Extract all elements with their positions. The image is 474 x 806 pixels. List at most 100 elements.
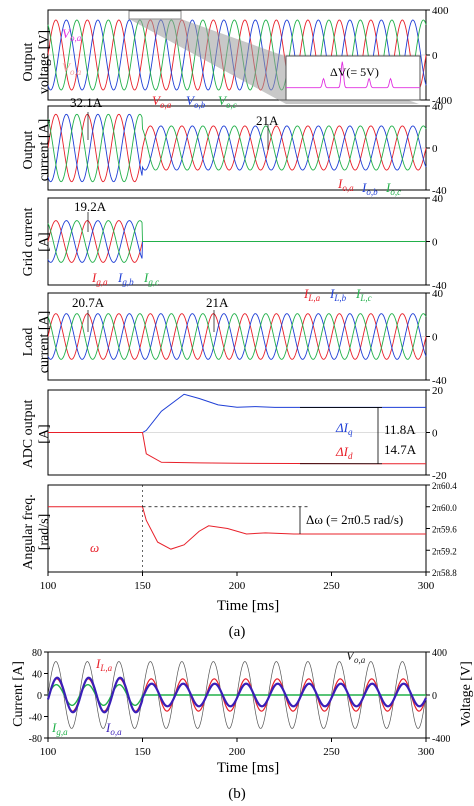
ytick-label-adc_output-0: 20 bbox=[432, 385, 444, 397]
xtick-label-a-4: 300 bbox=[418, 580, 435, 592]
ytick-label-load_current-0: 40 bbox=[432, 288, 444, 300]
annot-id-value: 14.7A bbox=[384, 442, 417, 457]
xtick-label-b-2: 200 bbox=[229, 746, 246, 758]
series-output_current-2 bbox=[47, 113, 427, 183]
label-delta-id: ΔId bbox=[335, 444, 353, 461]
ytick-label-b-left-1: 40 bbox=[32, 670, 42, 681]
ytick-label-output_current-1: 0 bbox=[432, 143, 438, 155]
ylabel-b-left: Current [A] bbox=[11, 661, 26, 727]
xtick-label-a-0: 100 bbox=[40, 580, 57, 592]
ytick-label-output_current-2: -40 bbox=[432, 185, 447, 197]
label-il-a: IL,a bbox=[303, 286, 321, 303]
series-grid_current-2 bbox=[47, 220, 426, 263]
ylabel-b-right: Voltage [V] bbox=[459, 661, 474, 726]
label-b-vo-a: Vo,a bbox=[346, 648, 366, 665]
label-il-b: IL,b bbox=[329, 286, 347, 303]
ytick-label-adc_output-2: -20 bbox=[432, 470, 447, 482]
series-load_current-0 bbox=[47, 313, 427, 360]
series-b-3 bbox=[46, 676, 427, 714]
ytick-label-b-right-2: -400 bbox=[432, 734, 450, 745]
ytick-label-load_current-1: 0 bbox=[432, 332, 438, 344]
xtick-label-b-4: 300 bbox=[418, 746, 435, 758]
label-vo-a-top: Vo,a bbox=[62, 26, 82, 43]
xtick-label-a-2: 200 bbox=[229, 580, 246, 592]
xtick-label-a-3: 250 bbox=[323, 580, 340, 592]
label-b-io-a: Io,a bbox=[105, 720, 122, 737]
ytick-label-b-left-4: -80 bbox=[29, 734, 42, 745]
label-b-ig-a: Ig,a bbox=[51, 720, 68, 737]
sublabel-b: (b) bbox=[228, 786, 246, 802]
series-labels-output-current: Io,a Io,b Io,c bbox=[337, 176, 401, 197]
xtick-label-b-0: 100 bbox=[40, 746, 57, 758]
label-omega: ω bbox=[90, 540, 99, 555]
zoom-trace bbox=[286, 61, 420, 89]
ytick-label-angular_freq-1: 2π60.0 bbox=[432, 503, 457, 513]
ytick-label-adc_output-1: 0 bbox=[432, 428, 438, 440]
xtick-label-b-3: 250 bbox=[323, 746, 340, 758]
series-adc_output-0 bbox=[48, 393, 426, 433]
series-adc_output-1 bbox=[48, 432, 426, 465]
ytick-label-output_voltage-1: 0 bbox=[432, 50, 438, 62]
annotations: 32.1A 21A 19.2A 20.7A 21A 11.8A 14.7A Δω… bbox=[70, 95, 417, 527]
ytick-label-output_voltage-2: -400 bbox=[432, 95, 453, 107]
x-axis-label: Time [ms] bbox=[217, 598, 279, 614]
series-load_current-2 bbox=[47, 313, 427, 360]
plot-layer: 4000-400400-40400-40400-40200-202π60.42π… bbox=[29, 5, 458, 758]
ytick-label-angular_freq-0: 2π60.4 bbox=[432, 481, 457, 491]
annot-peak-before: 32.1A bbox=[70, 95, 103, 110]
ytick-label-load_current-2: -40 bbox=[432, 375, 447, 387]
series-labels-panel-b: Vo,a IL,a Ig,a Io,a bbox=[51, 648, 366, 737]
panel-frame-angular_freq bbox=[47, 484, 427, 573]
ylabel-angular-freq: Angular freq.[rad/s] bbox=[21, 494, 52, 569]
annot-load-before: 20.7A bbox=[72, 295, 105, 310]
ylabel-load-current: Loadcurrent [A] bbox=[21, 311, 52, 374]
series-output_current-0 bbox=[47, 113, 427, 183]
ytick-label-angular_freq-2: 2π59.6 bbox=[432, 525, 457, 535]
annot-delta-v: ΔV(= 5V) bbox=[330, 65, 379, 79]
label-io-a: Io,a bbox=[337, 176, 354, 193]
ytick-label-output_voltage-0: 400 bbox=[432, 5, 449, 17]
ytick-label-b-left-0: 80 bbox=[32, 648, 42, 659]
label-ig-b: Ig,b bbox=[117, 270, 134, 287]
annot-peak-after: 21A bbox=[256, 113, 279, 128]
x-axis-label-b: Time [ms] bbox=[217, 760, 279, 776]
label-io-b: Io,b bbox=[361, 180, 378, 197]
series-labels-grid-current: Ig,a Ig,b Ig,c bbox=[91, 270, 159, 287]
zoom-region bbox=[128, 10, 182, 20]
label-io-c: Io,c bbox=[385, 180, 401, 197]
series-output_voltage-2 bbox=[47, 19, 427, 91]
series-load_current-1 bbox=[47, 313, 427, 360]
ytick-label-angular_freq-3: 2π59.2 bbox=[432, 546, 457, 556]
sublabel-a: (a) bbox=[229, 624, 246, 640]
label-il-c: IL,c bbox=[355, 286, 372, 303]
ylabel-output-voltage: Outputvoltage [V] bbox=[21, 30, 52, 94]
ylabel-grid-current: Grid current[A] bbox=[21, 207, 52, 276]
annot-load-after: 21A bbox=[206, 295, 229, 310]
annot-grid-peak: 19.2A bbox=[74, 199, 107, 214]
ytick-label-b-right-0: 400 bbox=[432, 648, 447, 659]
ytick-label-output_current-0: 40 bbox=[432, 101, 444, 113]
series-labels-load-current: IL,a IL,b IL,c bbox=[303, 286, 372, 303]
series-labels-adc: ΔIq ΔId ω bbox=[90, 420, 353, 555]
ytick-label-angular_freq-4: 2π58.8 bbox=[432, 568, 457, 578]
ytick-label-grid_current-1: 0 bbox=[432, 237, 438, 249]
annot-iq-value: 11.8A bbox=[384, 422, 416, 437]
label-ig-a: Ig,a bbox=[91, 270, 108, 287]
ytick-label-b-right-1: 0 bbox=[432, 691, 437, 702]
xtick-label-b-1: 150 bbox=[134, 746, 151, 758]
label-vo-c: Vo,c bbox=[218, 93, 237, 110]
xtick-label-a-1: 150 bbox=[134, 580, 151, 592]
label-vo-a: Vo,a bbox=[152, 93, 172, 110]
label-vo-b: Vo,b bbox=[186, 93, 206, 110]
ylabel-output-current: Outputcurrent [A] bbox=[21, 119, 52, 182]
zoom-inset bbox=[285, 55, 421, 101]
series-angular_freq-0 bbox=[48, 506, 426, 550]
ytick-label-b-left-3: -40 bbox=[29, 713, 42, 724]
label-delta-iq: ΔIq bbox=[335, 420, 353, 437]
ytick-label-grid_current-0: 40 bbox=[432, 193, 444, 205]
ytick-label-b-left-2: 0 bbox=[37, 691, 42, 702]
ytick-label-grid_current-2: -40 bbox=[432, 280, 447, 292]
annot-delta-omega: Δω (= 2π0.5 rad/s) bbox=[306, 512, 403, 527]
label-ig-c: Ig,c bbox=[143, 270, 159, 287]
